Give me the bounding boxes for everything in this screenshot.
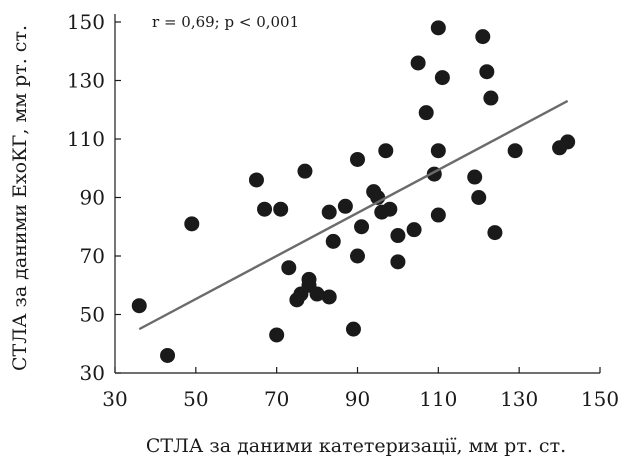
x-tick-label: 150: [581, 387, 619, 411]
data-point: [382, 201, 398, 217]
data-point: [354, 219, 370, 235]
data-point: [378, 143, 394, 159]
x-tick-label: 130: [500, 387, 538, 411]
data-point: [273, 201, 289, 217]
data-point: [434, 70, 450, 86]
data-point: [321, 289, 337, 305]
data-point: [160, 347, 176, 363]
y-tick-label: 70: [80, 244, 105, 268]
data-point: [269, 327, 285, 343]
axes: [114, 14, 600, 374]
data-point: [560, 134, 576, 150]
data-point: [184, 216, 200, 232]
data-point: [430, 207, 446, 223]
y-tick-label: 30: [80, 361, 105, 385]
data-point: [345, 321, 361, 337]
data-point: [487, 225, 503, 241]
data-point: [471, 190, 487, 205]
y-axis-title: СТЛА за даними ЕхоКГ, мм рт. ст.: [9, 25, 31, 371]
x-tick-label: 30: [102, 387, 127, 411]
y-tick-label: 50: [80, 303, 105, 327]
data-point: [410, 55, 426, 71]
data-point: [507, 143, 523, 159]
data-point: [131, 298, 147, 314]
data-point: [297, 163, 313, 179]
x-axis-ticks: 30 50 70 90 110 130 150: [102, 367, 619, 411]
data-point: [248, 172, 264, 188]
data-point: [309, 286, 325, 302]
data-point: [483, 90, 499, 106]
data-point: [321, 204, 337, 220]
y-axis-ticks: 30 50 70 90 110 130 150: [67, 10, 121, 385]
y-tick-label: 130: [67, 69, 105, 93]
data-point: [430, 20, 446, 36]
data-point: [337, 198, 353, 214]
data-point: [390, 254, 406, 270]
data-point: [467, 169, 483, 185]
data-point: [430, 143, 446, 159]
x-axis-title: СТЛА за даними катетеризації, мм рт. ст.: [146, 435, 566, 457]
data-point: [418, 105, 434, 121]
x-tick-label: 70: [264, 387, 289, 411]
y-tick-label: 150: [67, 10, 105, 34]
y-tick-label: 110: [67, 127, 105, 151]
data-point: [350, 151, 365, 167]
data-point: [350, 248, 365, 264]
data-point: [479, 64, 495, 80]
correlation-annotation: r = 0,69; p < 0,001: [152, 13, 299, 31]
data-point: [475, 29, 491, 45]
data-points: [131, 20, 576, 363]
regression-line: [138, 99, 569, 331]
data-point: [301, 271, 317, 287]
data-point: [406, 222, 422, 238]
data-point: [390, 228, 406, 244]
data-point: [325, 233, 341, 249]
x-tick-label: 90: [345, 387, 370, 411]
data-point: [281, 260, 297, 276]
x-tick-label: 50: [183, 387, 208, 411]
x-tick-label: 110: [419, 387, 457, 411]
data-point: [257, 201, 273, 217]
y-tick-label: 90: [80, 186, 105, 210]
